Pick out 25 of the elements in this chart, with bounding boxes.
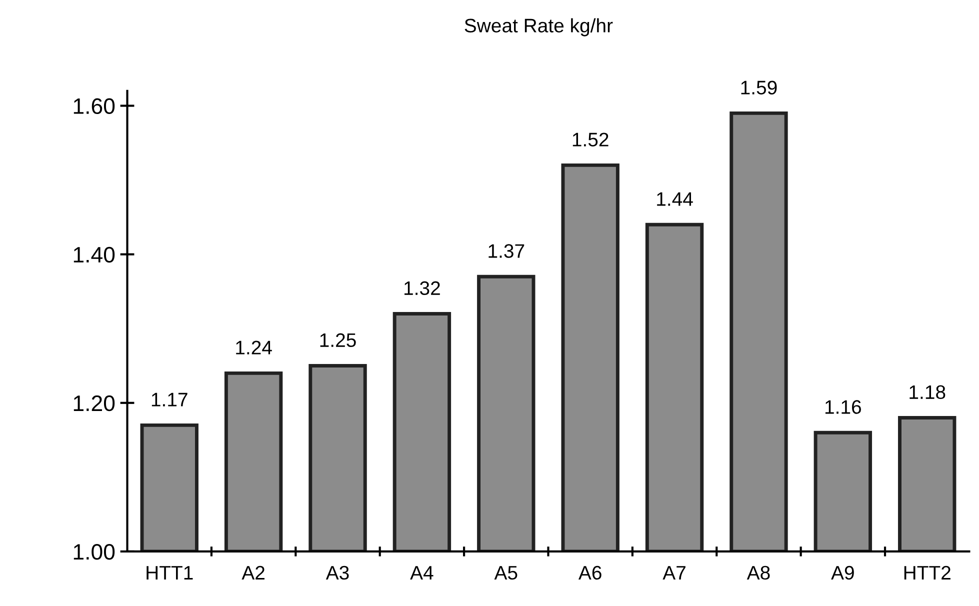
y-tick-label: 1.20: [74, 395, 115, 412]
x-tick-label: A7: [662, 566, 686, 580]
data-label: 1.44: [657, 192, 693, 206]
data-label: 1.59: [741, 80, 777, 94]
data-label: 1.17: [152, 392, 188, 406]
y-tick-label: 1.00: [74, 544, 115, 560]
x-tick-label: HTT2: [904, 566, 950, 580]
data-label: 1.24: [236, 340, 272, 354]
y-tick-label: 1.60: [74, 98, 115, 114]
data-label: 1.18: [910, 385, 946, 400]
y-tick-label: 1.40: [74, 246, 115, 263]
data-label: 1.25: [320, 333, 356, 348]
data-label: 1.52: [572, 132, 608, 146]
x-tick-label: A8: [746, 566, 770, 580]
data-label: 1.16: [825, 400, 861, 414]
x-tick-label: A6: [578, 566, 602, 580]
x-tick-label: HTT1: [146, 566, 193, 580]
x-tick-label: A4: [410, 566, 434, 580]
data-label: 1.37: [488, 244, 524, 258]
x-tick-label: A9: [831, 566, 854, 580]
chart-title: Sweat Rate kg/hr: [464, 18, 613, 36]
x-tick-label: A3: [326, 566, 349, 580]
x-tick-label: A5: [494, 566, 518, 580]
data-label: 1.32: [404, 281, 440, 296]
x-tick-label: A2: [242, 566, 264, 580]
